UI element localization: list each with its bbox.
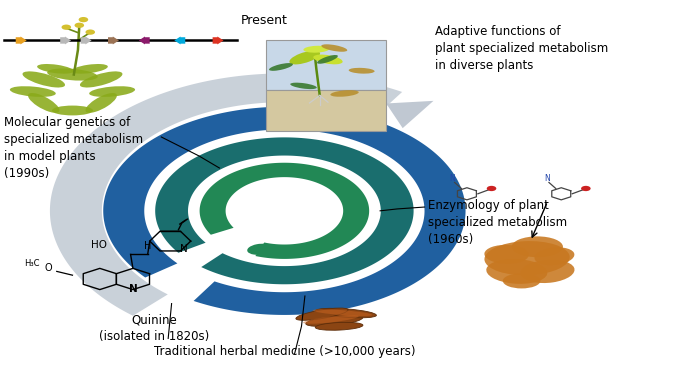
Ellipse shape <box>80 71 123 87</box>
Ellipse shape <box>10 86 55 97</box>
Ellipse shape <box>247 244 273 255</box>
Ellipse shape <box>321 44 347 52</box>
Text: Molecular genetics of
specialized metabolism
in model plants
(1990s): Molecular genetics of specialized metabo… <box>4 116 143 180</box>
Ellipse shape <box>503 273 540 288</box>
FancyArrow shape <box>386 101 434 128</box>
Ellipse shape <box>349 68 375 74</box>
Ellipse shape <box>269 63 293 71</box>
Text: Quinine
(isolated in 1820s): Quinine (isolated in 1820s) <box>99 314 210 344</box>
FancyArrow shape <box>139 36 150 44</box>
FancyArrow shape <box>60 36 71 44</box>
Ellipse shape <box>28 93 60 113</box>
Ellipse shape <box>303 315 359 324</box>
Text: Adaptive functions of
plant specialized metabolism
in diverse plants: Adaptive functions of plant specialized … <box>435 25 608 72</box>
Ellipse shape <box>484 245 529 264</box>
Ellipse shape <box>484 241 570 275</box>
FancyBboxPatch shape <box>266 40 386 90</box>
Ellipse shape <box>289 51 320 65</box>
Polygon shape <box>199 163 369 259</box>
Ellipse shape <box>315 308 376 318</box>
Text: O: O <box>45 263 52 273</box>
Text: N: N <box>449 174 456 183</box>
Polygon shape <box>103 107 466 315</box>
Text: Traditional herbal medicine (>10,000 years): Traditional herbal medicine (>10,000 yea… <box>153 345 415 358</box>
Circle shape <box>62 25 71 30</box>
Ellipse shape <box>486 259 547 284</box>
Ellipse shape <box>37 64 74 74</box>
Text: N: N <box>544 174 550 183</box>
Ellipse shape <box>315 322 363 330</box>
Ellipse shape <box>330 90 359 97</box>
Ellipse shape <box>47 68 98 81</box>
Circle shape <box>487 186 497 191</box>
Polygon shape <box>155 138 414 284</box>
Text: HO: HO <box>90 239 107 250</box>
Ellipse shape <box>89 86 135 97</box>
Ellipse shape <box>86 93 117 113</box>
Circle shape <box>79 17 88 22</box>
Text: N: N <box>180 244 188 255</box>
FancyArrow shape <box>174 36 185 44</box>
Circle shape <box>75 23 84 28</box>
Circle shape <box>581 186 590 191</box>
Text: Present: Present <box>240 14 287 27</box>
Ellipse shape <box>71 64 108 74</box>
Ellipse shape <box>52 106 93 116</box>
Text: H: H <box>144 241 151 250</box>
FancyArrow shape <box>81 36 92 44</box>
Text: H₃C: H₃C <box>24 260 39 269</box>
FancyArrow shape <box>16 36 27 44</box>
Circle shape <box>86 30 95 35</box>
Ellipse shape <box>23 71 65 87</box>
Text: Enzymology of plant
specialized metabolism
(1960s): Enzymology of plant specialized metaboli… <box>428 200 567 247</box>
FancyBboxPatch shape <box>266 90 386 131</box>
Ellipse shape <box>317 55 338 64</box>
FancyArrow shape <box>212 36 223 44</box>
Ellipse shape <box>296 308 348 320</box>
Ellipse shape <box>521 260 575 283</box>
Ellipse shape <box>303 46 329 53</box>
Ellipse shape <box>534 247 575 265</box>
Polygon shape <box>50 73 402 316</box>
Ellipse shape <box>306 315 363 326</box>
Ellipse shape <box>313 309 372 316</box>
Text: N: N <box>129 284 137 294</box>
Ellipse shape <box>512 236 563 257</box>
FancyArrow shape <box>108 36 119 44</box>
Ellipse shape <box>313 55 342 64</box>
Ellipse shape <box>290 83 316 89</box>
